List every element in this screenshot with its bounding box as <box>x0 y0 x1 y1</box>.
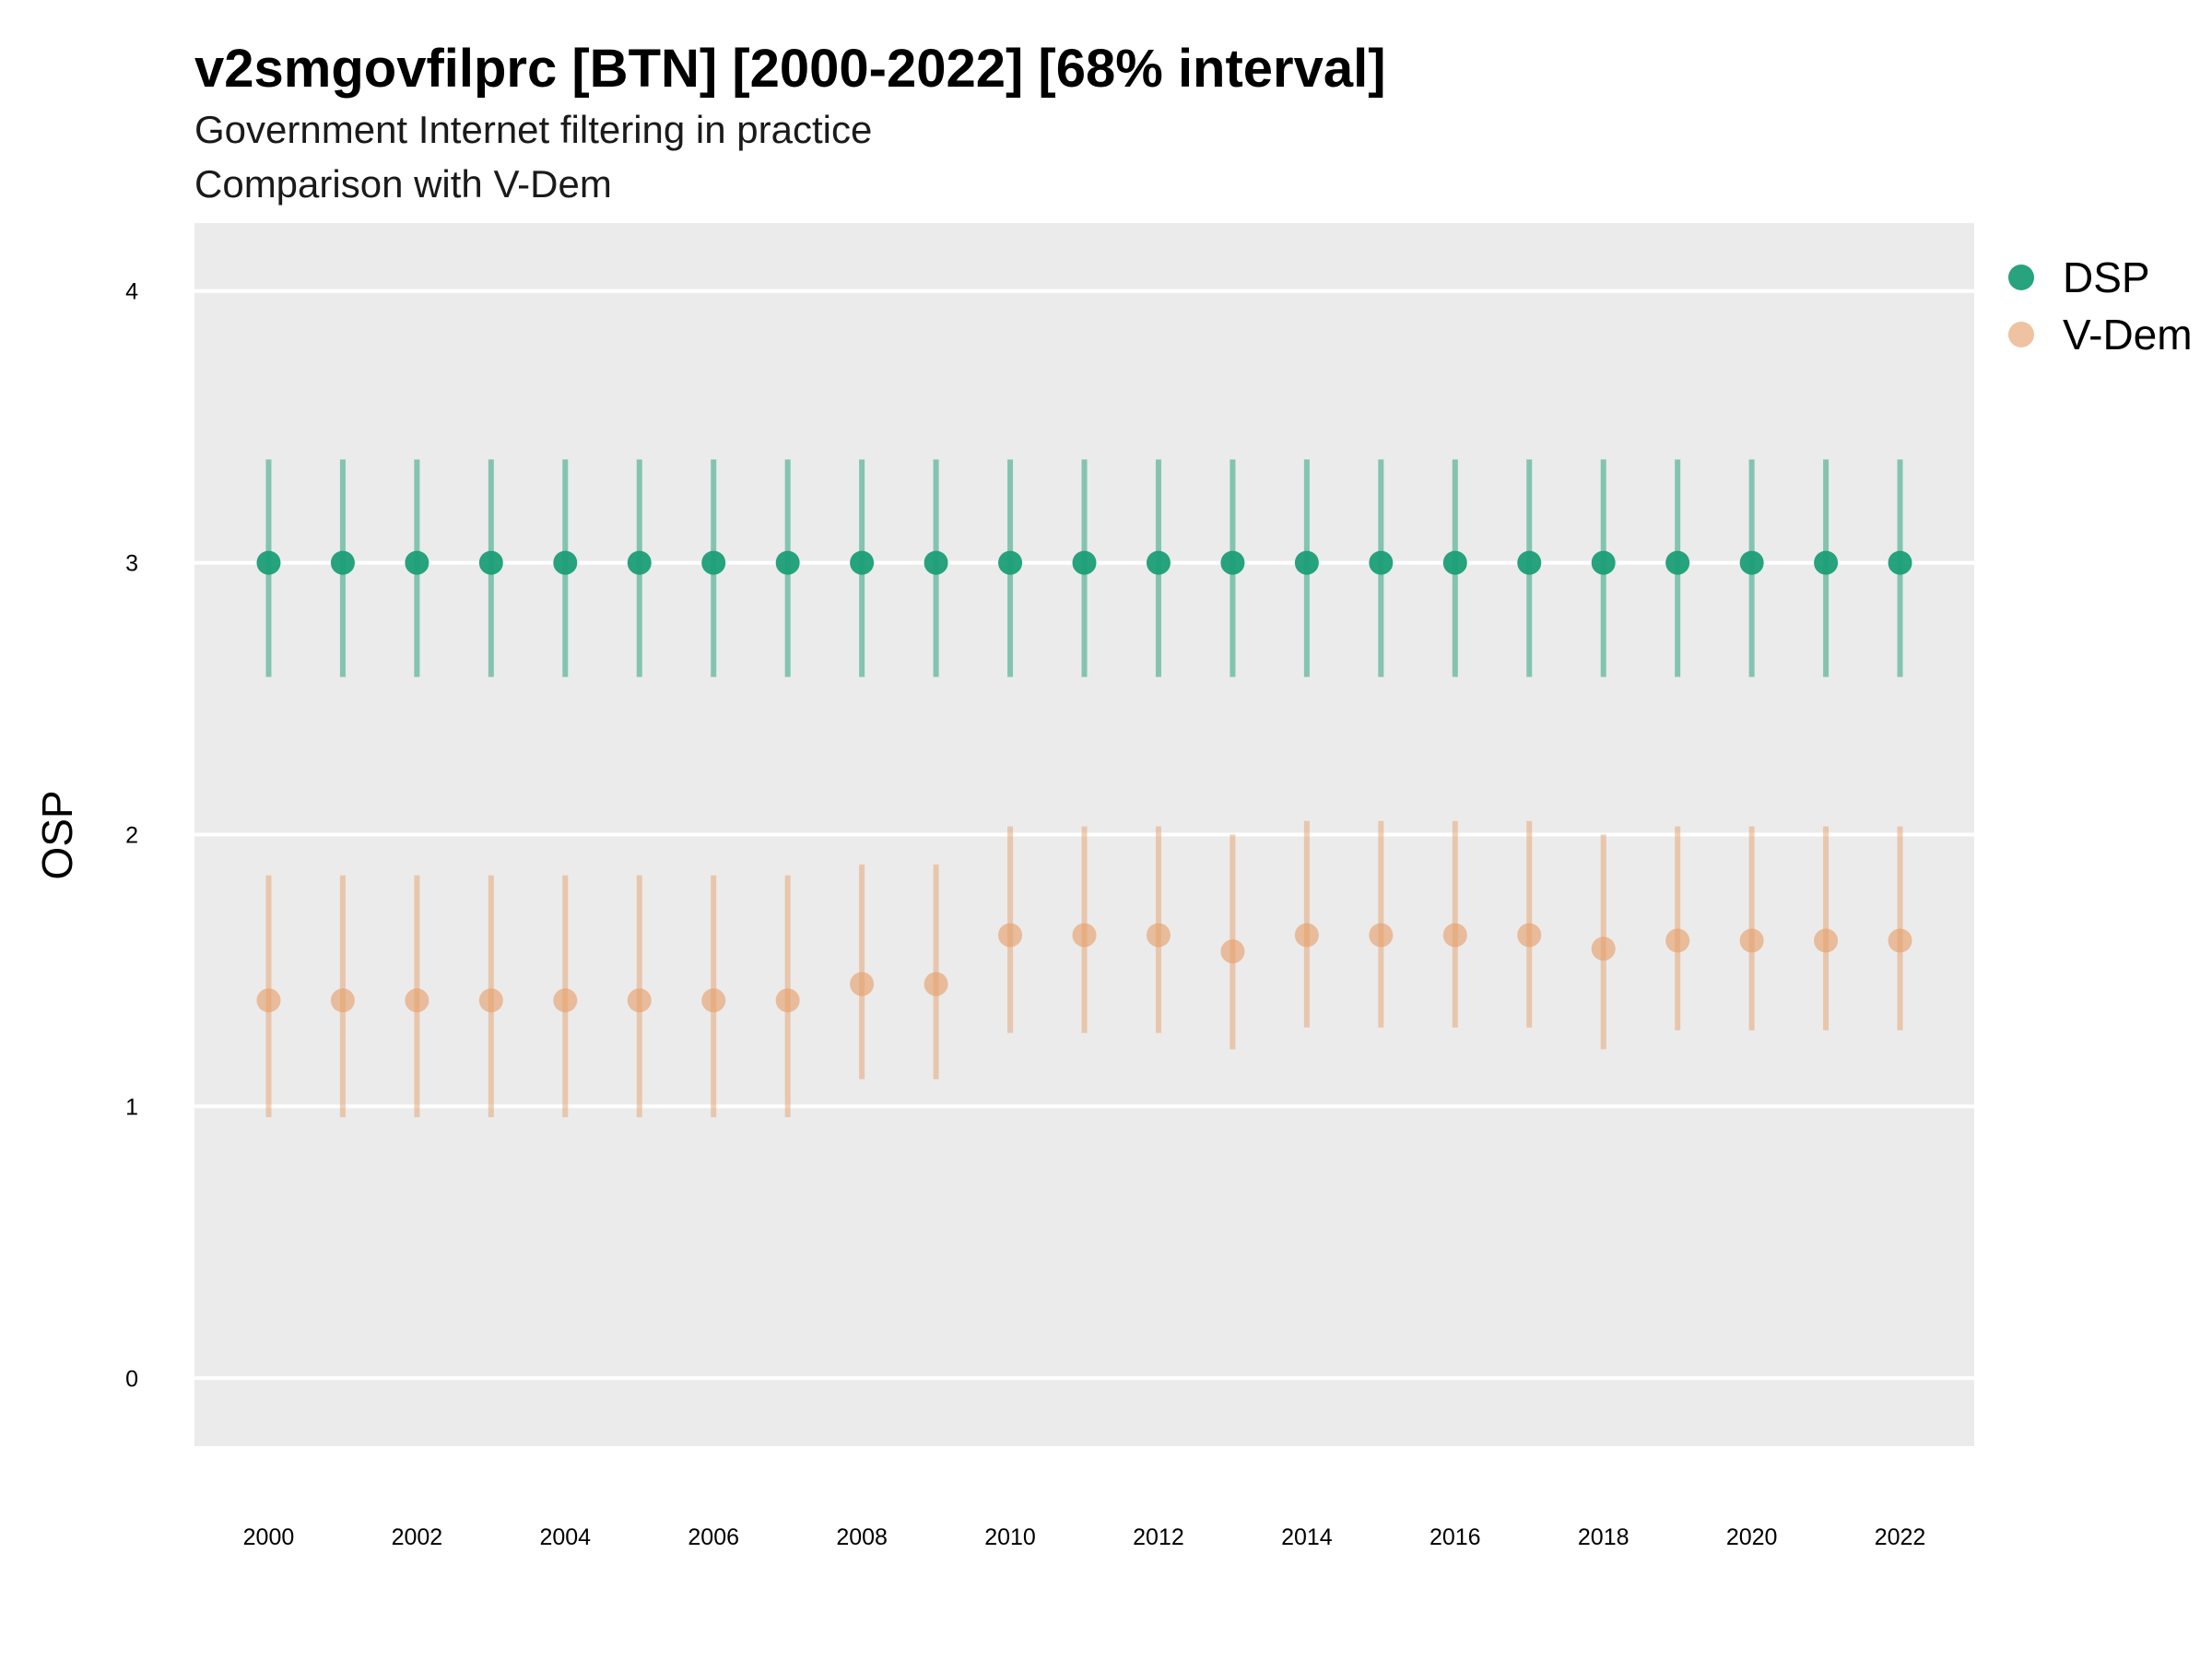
x-tick-label: 2018 <box>1578 1524 1630 1550</box>
point-v-dem <box>1072 923 1097 947</box>
point-dsp <box>1739 550 1764 575</box>
y-tick-label: 4 <box>125 279 138 305</box>
x-axis-ticks: 2000 2002 2004 2006 2008 2010 2012 2014 2016 2018… <box>243 1524 1926 1550</box>
point-v-dem <box>998 923 1023 947</box>
x-tick-label: 2006 <box>688 1524 739 1550</box>
point-dsp <box>1294 550 1319 575</box>
y-tick-label: 1 <box>125 1094 138 1120</box>
point-v-dem <box>701 988 726 1013</box>
y-axis-ticks: 0 1 2 3 4 <box>125 279 138 1393</box>
y-tick-label: 3 <box>125 551 138 577</box>
chart-caption: Comparison with V-Dem <box>194 162 612 206</box>
point-v-dem <box>553 988 578 1013</box>
point-dsp <box>1591 550 1616 575</box>
x-tick-label: 2002 <box>392 1524 443 1550</box>
point-dsp <box>1888 550 1912 575</box>
point-v-dem <box>256 988 281 1013</box>
point-v-dem <box>1294 923 1319 947</box>
point-dsp <box>256 550 281 575</box>
point-dsp <box>850 550 875 575</box>
point-v-dem <box>1146 923 1171 947</box>
chart-title: v2smgovfilprc [BTN] [2000-2022] [68% int… <box>194 39 1386 99</box>
point-dsp <box>553 550 578 575</box>
legend-key-v-dem <box>2008 322 2034 347</box>
series-dsp <box>256 459 1912 677</box>
legend: DSP V-Dem <box>2008 253 2193 359</box>
point-v-dem <box>1220 939 1245 964</box>
point-v-dem <box>1665 928 1690 953</box>
point-dsp <box>1442 550 1467 575</box>
point-dsp <box>478 550 503 575</box>
point-v-dem <box>1369 923 1394 947</box>
legend-label-v-dem: V-Dem <box>2063 311 2193 359</box>
point-dsp <box>1072 550 1097 575</box>
y-tick-label: 0 <box>125 1366 138 1392</box>
legend-key-dsp <box>2008 265 2034 290</box>
point-v-dem <box>1888 928 1912 953</box>
point-v-dem <box>924 971 948 996</box>
x-tick-label: 2008 <box>836 1524 888 1550</box>
point-v-dem <box>850 971 875 996</box>
point-v-dem <box>405 988 429 1013</box>
series-layer <box>256 459 1912 1118</box>
point-dsp <box>1146 550 1171 575</box>
x-tick-label: 2000 <box>243 1524 295 1550</box>
point-dsp <box>998 550 1023 575</box>
x-tick-label: 2004 <box>539 1524 591 1550</box>
point-dsp <box>1220 550 1245 575</box>
point-dsp <box>1369 550 1394 575</box>
x-tick-label: 2012 <box>1133 1524 1184 1550</box>
x-tick-label: 2014 <box>1281 1524 1333 1550</box>
series-v-dem <box>256 820 1912 1118</box>
x-tick-label: 2010 <box>984 1524 1036 1550</box>
point-dsp <box>924 550 948 575</box>
point-dsp <box>1517 550 1542 575</box>
x-tick-label: 2016 <box>1430 1524 1481 1550</box>
point-dsp <box>627 550 652 575</box>
y-axis-label: OSP <box>33 790 81 879</box>
legend-label-dsp: DSP <box>2063 253 2150 301</box>
point-v-dem <box>1814 928 1839 953</box>
point-v-dem <box>627 988 652 1013</box>
point-dsp <box>775 550 800 575</box>
point-dsp <box>405 550 429 575</box>
point-v-dem <box>1442 923 1467 947</box>
chart-subtitle: Government Internet filtering in practic… <box>194 108 872 151</box>
point-dsp <box>330 550 355 575</box>
point-dsp <box>1665 550 1690 575</box>
point-v-dem <box>330 988 355 1013</box>
point-v-dem <box>1517 923 1542 947</box>
x-tick-label: 2022 <box>1875 1524 1926 1550</box>
point-v-dem <box>775 988 800 1013</box>
point-v-dem <box>478 988 503 1013</box>
x-tick-label: 2020 <box>1726 1524 1778 1550</box>
y-tick-label: 2 <box>125 823 138 849</box>
point-dsp <box>701 550 726 575</box>
point-v-dem <box>1591 936 1616 961</box>
point-v-dem <box>1739 928 1764 953</box>
point-dsp <box>1814 550 1839 575</box>
